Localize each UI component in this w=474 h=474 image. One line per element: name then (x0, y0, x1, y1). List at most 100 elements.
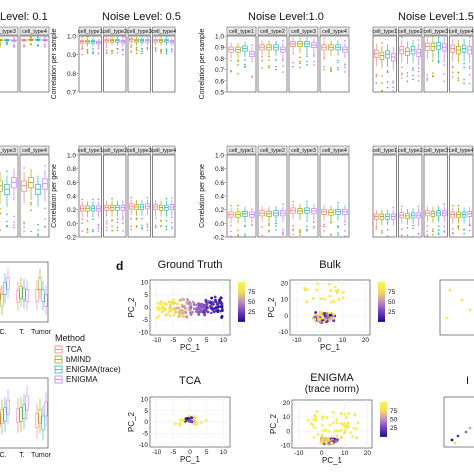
scatter-point (319, 297, 323, 301)
outlier (261, 67, 263, 69)
c-box (38, 408, 42, 424)
outlier (116, 226, 119, 229)
scatter-point (184, 306, 187, 310)
outlier (392, 86, 395, 89)
outlier (154, 35, 157, 37)
scatter-point (344, 424, 348, 428)
outlier (81, 35, 83, 38)
strip-label: cell_type2 (102, 29, 127, 35)
scatter-point (330, 300, 333, 304)
c-box (3, 407, 7, 422)
outlier (406, 72, 409, 74)
colorbar-tick: 75 (248, 289, 256, 296)
scatter-point (335, 421, 339, 424)
scatter-point (313, 318, 317, 321)
outlier (432, 230, 434, 232)
scatter-point (324, 437, 328, 441)
y-tick-label: 0.2 (215, 207, 224, 214)
outlier (468, 82, 471, 85)
outlier (313, 60, 315, 63)
outlier (282, 232, 284, 235)
outlier (432, 75, 434, 77)
outlier (160, 48, 162, 51)
outlier (44, 165, 46, 167)
outlier (282, 231, 284, 233)
outlier (432, 228, 434, 230)
outlier (457, 228, 460, 230)
outlier (344, 71, 346, 73)
x-tick-label: 0 (320, 450, 324, 457)
outlier (457, 71, 460, 74)
outlier (111, 52, 113, 55)
outlier (122, 218, 124, 220)
strip (19, 26, 50, 36)
y-tick-label: 5 (144, 292, 148, 299)
scatter-point (332, 299, 336, 303)
outlier (268, 224, 270, 227)
outlier (282, 39, 284, 42)
strip (449, 145, 474, 155)
outlier (299, 231, 301, 234)
y-tick-label: -10 (139, 330, 149, 337)
scatter-point (173, 301, 177, 305)
outlier (406, 234, 409, 237)
facet-panel (449, 154, 474, 238)
y-tick-label: 0.0 (67, 221, 76, 228)
scatter-point (335, 291, 339, 295)
x-axis-label: PC_1 (180, 343, 201, 352)
outlier (330, 67, 332, 69)
outlier (443, 235, 446, 238)
outlier (135, 225, 138, 227)
strip (226, 26, 257, 36)
outlier (457, 226, 460, 228)
scatter-title: TCA (179, 375, 202, 387)
scatter-point (171, 298, 175, 302)
scatter-point (204, 309, 208, 313)
outlier (313, 54, 315, 56)
strip-label: cell_type2 (260, 148, 285, 154)
outlier (375, 227, 378, 230)
outlier (141, 52, 143, 55)
outlier (116, 51, 119, 54)
y-tick-label: 0.4 (67, 194, 76, 201)
outlier (417, 79, 420, 82)
legend-label: ENIGMA (66, 375, 98, 384)
outlier (268, 55, 270, 58)
outlier (261, 55, 263, 58)
scatter-point (181, 310, 185, 314)
scatter-point (448, 288, 452, 292)
y-tick-label: 0.4 (215, 194, 224, 201)
y-tick-label: 1.0 (215, 153, 224, 160)
outlier (0, 213, 1, 215)
scatter-point (321, 423, 325, 427)
c-x-tick: Tumor (31, 329, 52, 336)
outlier (306, 230, 308, 232)
c-x-tick: T. (19, 452, 25, 459)
outlier (426, 79, 429, 81)
strip (0, 145, 19, 155)
outlier (323, 65, 325, 68)
colorbar-tick: 50 (388, 299, 396, 306)
scatter-point (220, 316, 224, 319)
scatter-point (333, 285, 337, 289)
facet-panel (0, 154, 19, 238)
scatter-point (166, 312, 170, 316)
scatter-point (313, 426, 317, 430)
outlier (165, 52, 168, 55)
panel-c: C. T. Tumor C. T. Tumor (0, 261, 52, 459)
outlier (92, 198, 94, 201)
y-axis-label: PC_2 (127, 297, 136, 318)
partial-right-letter: I (466, 375, 469, 387)
boxplot-panels: Correlation per sample 0.70.80.91.0cell_t… (0, 26, 474, 242)
c-box (35, 413, 39, 428)
strip (19, 145, 50, 155)
x-tick-label: 10 (220, 337, 228, 344)
colorbar-tick: 75 (388, 289, 396, 296)
scatter-plot: ENIGMA(trace norm) -10 0 10 20 -10 0 10 20 PC_1 PC… (269, 372, 398, 465)
strip-label: cell_type1 (229, 29, 254, 35)
outlier (44, 45, 46, 48)
noise-title-0: Level: 0.1 (0, 11, 48, 23)
y-tick-label: 0.7 (67, 90, 76, 97)
outlier (171, 216, 173, 219)
facet-panel (398, 35, 423, 93)
